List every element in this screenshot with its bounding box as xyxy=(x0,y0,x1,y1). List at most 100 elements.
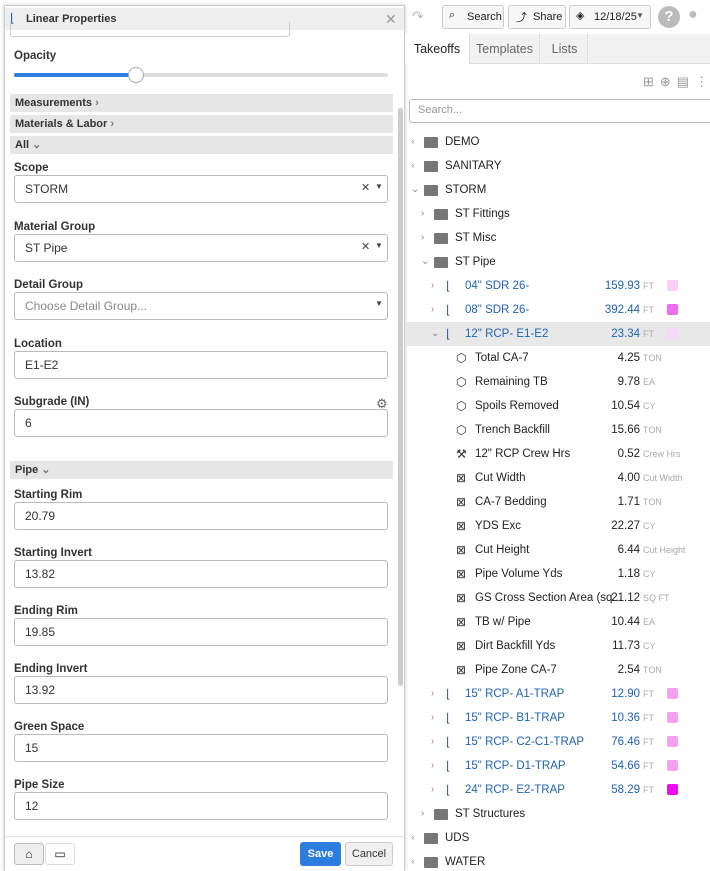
item-value: 392.44 xyxy=(604,304,640,316)
text-input[interactable]: 13.92 xyxy=(14,676,388,704)
folder-name[interactable]: DEMO xyxy=(445,136,480,148)
color-swatch xyxy=(667,712,678,723)
date-button[interactable]: 12/18/25 xyxy=(569,5,651,29)
field-label: Green Space xyxy=(14,721,85,733)
expand-arrow[interactable]: › xyxy=(431,760,435,771)
item-name[interactable]: 15" RCP- A1-TRAP xyxy=(465,688,565,700)
folder-name[interactable]: WATER xyxy=(445,856,486,868)
redo-button[interactable]: ↷ xyxy=(412,8,424,24)
cancel-button[interactable]: Cancel xyxy=(345,842,393,866)
item-name[interactable]: 08" SDR 26- xyxy=(465,304,530,316)
item-unit: FT xyxy=(643,329,654,339)
folder-name[interactable]: STORM xyxy=(445,184,487,196)
item-name[interactable]: Cut Height xyxy=(475,544,530,556)
section-header[interactable]: Pipe ⌄ xyxy=(10,461,393,479)
crop-button[interactable]: ▭ xyxy=(45,843,75,865)
folder-name[interactable]: ST Misc xyxy=(455,232,497,244)
item-name[interactable]: Total CA-7 xyxy=(475,352,529,364)
item-name[interactable]: TB w/ Pipe xyxy=(475,616,531,628)
item-name[interactable]: 04" SDR 26- xyxy=(465,280,530,292)
expand-arrow[interactable]: › xyxy=(431,712,435,723)
user-icon[interactable]: ● xyxy=(688,6,698,23)
section-header[interactable]: Materials & Labor › xyxy=(10,115,393,133)
text-input[interactable]: 19.85 xyxy=(14,618,388,646)
select-box[interactable]: STORM xyxy=(14,175,388,203)
item-icon: ⌊ xyxy=(446,759,451,773)
clear-button[interactable]: ✕ xyxy=(361,241,371,253)
expand-arrow[interactable]: › xyxy=(421,208,425,219)
item-name[interactable]: Remaining TB xyxy=(475,376,548,388)
expand-arrow[interactable]: › xyxy=(431,688,435,699)
tab[interactable]: Templates xyxy=(470,34,540,64)
item-value: 9.78 xyxy=(617,376,640,388)
folder-icon xyxy=(434,233,448,244)
section-header[interactable]: Measurements › xyxy=(10,94,393,112)
expand-arrow[interactable]: ⌄ xyxy=(411,184,420,195)
clear-button[interactable]: ✕ xyxy=(361,182,371,194)
select-box[interactable]: ST Pipe xyxy=(14,234,388,262)
text-input[interactable]: 6 xyxy=(14,409,388,437)
expand-arrow[interactable]: ⌄ xyxy=(421,256,430,267)
folder-icon xyxy=(424,137,438,148)
search-placeholder: Search... xyxy=(418,104,463,116)
item-name[interactable]: Trench Backfill xyxy=(475,424,550,436)
save-button[interactable]: Save xyxy=(300,842,341,866)
help-button[interactable]: ? xyxy=(658,6,680,28)
text-input[interactable]: 12 xyxy=(14,792,388,820)
expand-arrow[interactable]: › xyxy=(411,856,415,867)
tab[interactable]: Lists xyxy=(542,34,588,64)
settings-icon[interactable]: ⚙ xyxy=(376,396,388,411)
opacity-knob[interactable] xyxy=(128,67,144,83)
takeoff-panel xyxy=(405,0,710,871)
expand-arrow[interactable]: ⌄ xyxy=(431,328,440,339)
tab[interactable]: Takeoffs xyxy=(405,34,470,64)
search-button[interactable]: Search xyxy=(442,5,504,29)
text-input[interactable]: 13.82 xyxy=(14,560,388,588)
item-name[interactable]: Cut Width xyxy=(475,472,526,484)
item-unit: CY xyxy=(643,521,656,531)
expand-arrow[interactable]: › xyxy=(431,280,435,291)
item-name[interactable]: CA-7 Bedding xyxy=(475,496,547,508)
draw-button[interactable]: ⌂ xyxy=(14,843,44,865)
expand-arrow[interactable]: › xyxy=(411,136,415,147)
expand-arrow[interactable]: › xyxy=(411,160,415,171)
item-name[interactable]: GS Cross Section Area (sq... xyxy=(475,592,623,604)
item-name[interactable]: 15" RCP- C2-C1-TRAP xyxy=(465,736,585,748)
expand-arrow[interactable]: › xyxy=(431,784,435,795)
folder-icon xyxy=(434,809,448,820)
folder-name[interactable]: SANITARY xyxy=(445,160,502,172)
folder-name[interactable]: ST Pipe xyxy=(455,256,496,268)
dialog-title: Linear Properties xyxy=(26,13,117,25)
item-name[interactable]: Dirt Backfill Yds xyxy=(475,640,556,652)
item-icon: ⚒ xyxy=(456,447,467,461)
text-input[interactable]: 15 xyxy=(14,734,388,762)
item-name[interactable]: YDS Exc xyxy=(475,520,522,532)
item-name[interactable]: 12" RCP- E1-E2 xyxy=(465,328,549,340)
tree-tools[interactable]: ⊞⊕▤⋮ xyxy=(643,74,710,89)
folder-icon xyxy=(424,185,438,196)
select-box[interactable]: Choose Detail Group... xyxy=(14,292,388,320)
text-input[interactable]: E1-E2 xyxy=(14,351,388,379)
folder-name[interactable]: UDS xyxy=(445,832,470,844)
selected-row xyxy=(405,322,710,346)
expand-arrow[interactable]: › xyxy=(431,304,435,315)
text-input[interactable]: 20.79 xyxy=(14,502,388,530)
item-name[interactable]: 12" RCP Crew Hrs xyxy=(475,448,571,460)
share-button[interactable]: Share xyxy=(508,5,566,29)
item-name[interactable]: Spoils Removed xyxy=(475,400,559,412)
item-name[interactable]: 24" RCP- E2-TRAP xyxy=(465,784,565,796)
item-unit: FT xyxy=(643,281,654,291)
folder-name[interactable]: ST Fittings xyxy=(455,208,510,220)
close-button[interactable]: ✕ xyxy=(385,11,397,27)
expand-arrow[interactable]: › xyxy=(421,232,425,243)
item-name[interactable]: Pipe Zone CA-7 xyxy=(475,664,557,676)
section-header[interactable]: All ⌄ xyxy=(10,136,393,154)
expand-arrow[interactable]: › xyxy=(421,808,425,819)
item-name[interactable]: 15" RCP- B1-TRAP xyxy=(465,712,565,724)
folder-name[interactable]: ST Structures xyxy=(455,808,526,820)
item-name[interactable]: Pipe Volume Yds xyxy=(475,568,563,580)
search-input[interactable] xyxy=(409,99,710,123)
expand-arrow[interactable]: › xyxy=(431,736,435,747)
expand-arrow[interactable]: › xyxy=(411,832,415,843)
item-name[interactable]: 15" RCP- D1-TRAP xyxy=(465,760,566,772)
